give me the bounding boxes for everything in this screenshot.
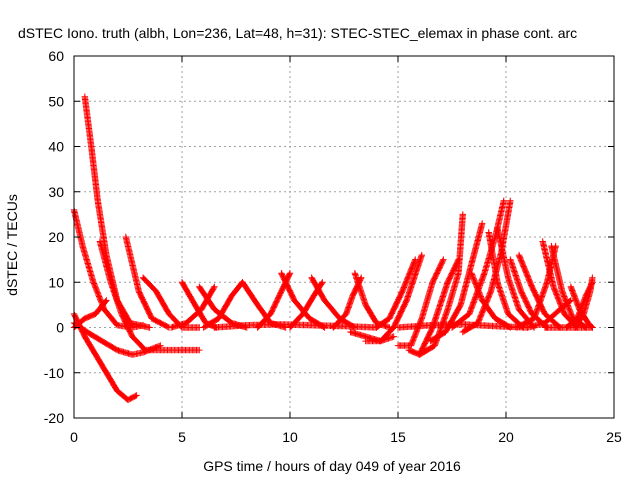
series-layer [70,93,596,404]
data-series [485,229,527,331]
y-tick-label: 0 [56,320,64,336]
x-tick-label: 20 [498,429,514,445]
y-tick-label: 30 [48,184,64,200]
x-axis-label: GPS time / hours of day 049 of year 2016 [203,458,461,474]
data-series [200,279,246,331]
y-tick-label: 10 [48,274,64,290]
data-point-markers [394,321,531,331]
x-tick-label: 0 [70,429,78,445]
data-point-markers [122,233,173,331]
data-series [96,238,203,354]
data-series [122,233,173,331]
y-tick-label: 60 [48,48,64,64]
data-series [416,211,466,358]
data-series [139,274,203,331]
y-tick-label: -10 [44,365,64,381]
data-point-markers [168,283,218,331]
data-point-markers [96,238,203,354]
data-point-markers [211,321,380,331]
data-point-markers [139,274,203,331]
x-tick-label: 25 [606,429,622,445]
data-series [541,324,596,331]
data-point-markers [541,324,596,331]
y-tick-label: 50 [48,93,64,109]
data-point-markers [485,229,527,331]
data-point-markers [494,224,538,331]
data-point-markers [362,251,425,345]
grid [74,56,614,418]
x-tick-label: 15 [390,429,406,445]
data-point-markers [373,256,419,331]
data-series [362,251,425,345]
x-tick-label: 10 [282,429,298,445]
tick-layer: 0 5 10 15 20 25 -20 -10 0 10 20 30 40 50 60 [44,48,622,445]
data-point-markers [200,279,246,331]
data-series [168,283,218,331]
chart-title: dSTEC Iono. truth (albh, Lon=236, Lat=48… [18,25,577,41]
y-tick-label: 20 [48,229,64,245]
data-point-markers [427,220,486,345]
data-series [211,321,380,331]
y-axis-label: dSTEC / TECUs [4,194,20,296]
y-tick-label: 40 [48,139,64,155]
data-series [373,256,419,331]
data-series [394,321,531,331]
y-tick-label: -20 [44,410,64,426]
data-series [427,220,486,345]
x-tick-label: 5 [178,429,186,445]
data-series [494,224,538,331]
data-point-markers [416,211,466,358]
